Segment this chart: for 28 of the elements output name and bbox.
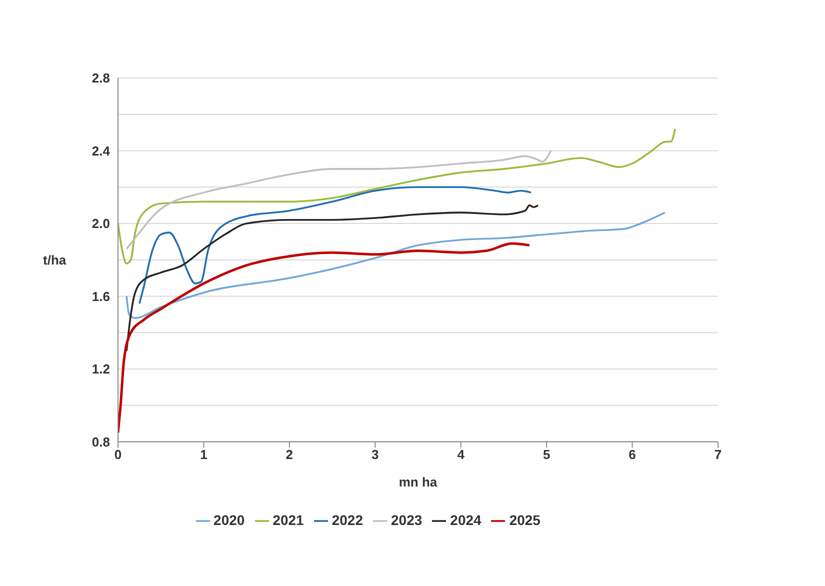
x-tick-label: 4 xyxy=(457,446,466,462)
x-tick-label: 6 xyxy=(628,446,636,462)
line-series xyxy=(118,128,676,264)
y-tick-label: 0.8 xyxy=(92,434,110,450)
line-series xyxy=(118,242,531,434)
y-axis-title: t/ha xyxy=(43,252,67,268)
y-tick-label: 1.2 xyxy=(92,362,110,377)
y-tick-label: 1.6 xyxy=(92,288,110,304)
x-axis-title: mn ha xyxy=(398,474,438,490)
x-tick-label: 1 xyxy=(200,446,208,462)
x-tick-label: 3 xyxy=(372,446,379,462)
legend-label: 2023 xyxy=(391,512,422,528)
line-series xyxy=(138,186,532,304)
legend-label: 2020 xyxy=(214,512,245,528)
legend-label: 2021 xyxy=(272,512,304,528)
x-tick-label: 7 xyxy=(714,446,722,462)
legend-label: 2025 xyxy=(509,512,540,528)
line-series xyxy=(126,204,539,352)
line-series xyxy=(126,150,552,250)
line-series xyxy=(126,212,666,319)
x-tick-label: 5 xyxy=(542,446,550,462)
legend-label: 2022 xyxy=(332,512,363,528)
x-tick-label: 2 xyxy=(286,446,294,462)
legend-label: 2024 xyxy=(450,512,482,528)
y-tick-label: 2.8 xyxy=(92,70,110,86)
x-tick-label: 0 xyxy=(114,446,122,462)
y-tick-label: 2.0 xyxy=(92,216,110,232)
y-tick-label: 2.4 xyxy=(92,143,111,158)
